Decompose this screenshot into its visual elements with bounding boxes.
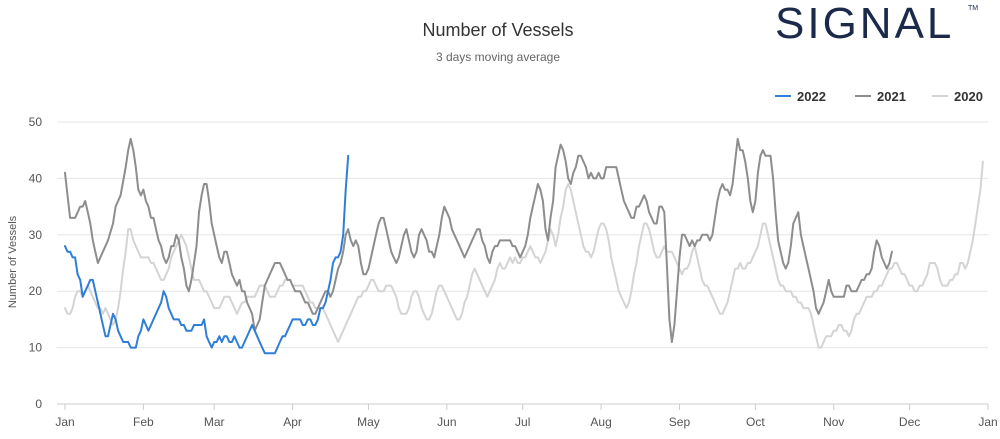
y-tick-label: 20 [29, 284, 43, 298]
legend-item-2022[interactable]: 2022 [775, 89, 826, 104]
chart-subtitle: 3 days moving average [436, 50, 560, 64]
series-line-2020 [64, 160, 984, 349]
y-tick-label: 40 [29, 171, 43, 185]
y-tick-label: 30 [29, 228, 43, 242]
x-tick-label: Sep [669, 415, 691, 429]
legend-label: 2020 [954, 89, 983, 104]
series-line-2021 [64, 137, 893, 343]
brand-logo: SIGNAL TM [775, 0, 978, 48]
logo-tm: TM [968, 5, 978, 12]
x-axis-ticks: Jan Feb Mar Apr May Jun Jul Aug Sep Oct Nov Dec Jan [55, 404, 998, 429]
y-axis-ticks: 0 10 20 30 40 50 [29, 115, 43, 411]
logo-text: SIGNAL [775, 0, 954, 48]
x-tick-label: Jun [437, 415, 456, 429]
legend-label: 2022 [797, 89, 826, 104]
legend-item-2020[interactable]: 2020 [932, 89, 983, 104]
x-tick-label: Jan [978, 415, 997, 429]
gridlines [57, 121, 988, 405]
x-tick-label: Apr [283, 415, 302, 429]
legend-item-2021[interactable]: 2021 [855, 89, 906, 104]
x-tick-label: Aug [590, 415, 611, 429]
y-tick-label: 50 [29, 115, 43, 129]
x-tick-label: Dec [899, 415, 920, 429]
legend-label: 2021 [877, 89, 906, 104]
x-tick-label: May [357, 415, 380, 429]
x-tick-label: Nov [823, 415, 844, 429]
y-tick-label: 0 [35, 397, 42, 411]
x-tick-label: Mar [204, 415, 225, 429]
x-tick-label: Jul [515, 415, 530, 429]
y-tick-label: 10 [29, 341, 43, 355]
x-tick-label: Jan [55, 415, 74, 429]
x-tick-label: Feb [133, 415, 154, 429]
series-line-2022 [64, 154, 350, 355]
x-tick-label: Oct [746, 415, 765, 429]
series-lines [64, 137, 984, 355]
legend[interactable]: 2022 2021 2020 [775, 89, 983, 104]
y-axis-title: Number of Vessels [7, 215, 19, 308]
chart-title: Number of Vessels [422, 20, 573, 40]
